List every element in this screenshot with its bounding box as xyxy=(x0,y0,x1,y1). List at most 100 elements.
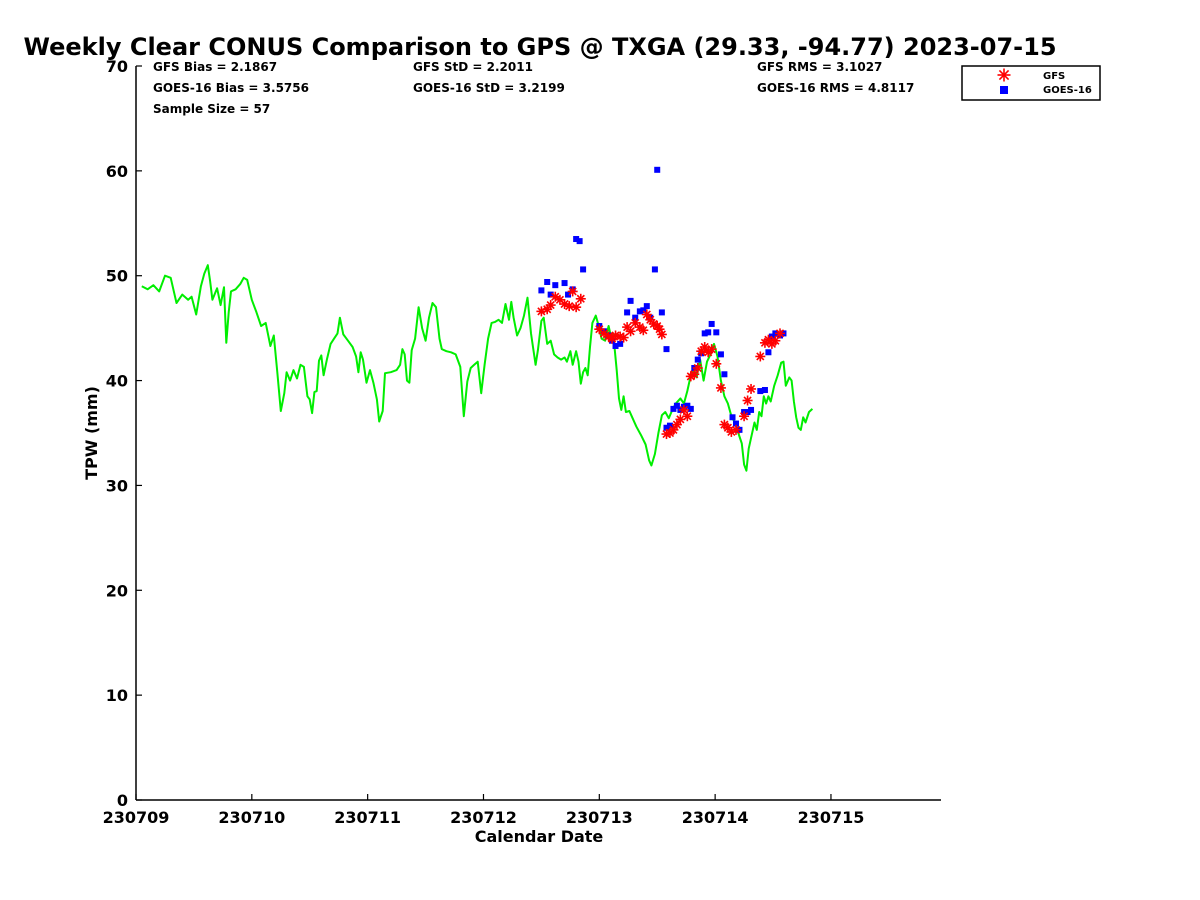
goes16-point xyxy=(643,303,650,310)
gfs-point xyxy=(715,382,726,393)
goes16-point xyxy=(684,402,691,409)
gfs-point xyxy=(682,411,693,422)
legend-gfs-asterisk xyxy=(997,68,1011,82)
goes16-point xyxy=(624,309,631,316)
goes16-point xyxy=(617,340,624,347)
gfs-point xyxy=(564,301,575,312)
legend: GFS GOES-16 xyxy=(961,65,1101,101)
x-tick-label: 230709 xyxy=(103,808,170,827)
legend-gfs-marker xyxy=(997,68,1011,82)
gfs-point xyxy=(668,424,679,435)
goes16-point xyxy=(694,356,701,363)
gfs-point xyxy=(618,332,629,343)
y-tick-label: 0 xyxy=(117,791,128,810)
x-tick-label: 230714 xyxy=(682,808,749,827)
gfs-rms-stat: GFS RMS = 3.1027 xyxy=(757,60,882,74)
goes16-point xyxy=(561,280,568,287)
goes16-point xyxy=(744,409,751,416)
y-tick-label: 20 xyxy=(106,581,128,600)
goes16-point xyxy=(666,422,673,429)
goes16-point xyxy=(658,309,665,316)
y-tick-label: 30 xyxy=(106,476,128,495)
gfs-point xyxy=(678,404,689,415)
goes16-point xyxy=(732,420,739,427)
legend-goes-marker xyxy=(1000,86,1008,94)
gfs-point xyxy=(730,424,741,435)
legend-gfs-label: GFS xyxy=(1043,71,1065,82)
gfs-std-stat: GFS StD = 2.2011 xyxy=(413,60,533,74)
gfs-point xyxy=(571,302,582,313)
goes16-point xyxy=(580,266,587,273)
gfs-point xyxy=(545,300,556,311)
goes16-point xyxy=(612,342,619,349)
gfs-point xyxy=(567,286,578,297)
goes16-point xyxy=(670,405,677,412)
goes16-point xyxy=(721,371,728,378)
goes16-point xyxy=(673,402,680,409)
goes16-point xyxy=(651,266,658,273)
goes16-point xyxy=(705,329,712,336)
gfs-point xyxy=(641,309,652,320)
x-tick-label: 230711 xyxy=(334,808,401,827)
goes16-point xyxy=(663,346,670,353)
goes16-point xyxy=(627,297,634,304)
gfs-point xyxy=(671,419,682,430)
goes16-point xyxy=(701,330,708,337)
goes16-point xyxy=(552,282,559,289)
gfs-point xyxy=(706,344,717,355)
goes16-point xyxy=(538,287,545,294)
goes16-point xyxy=(761,387,768,394)
axis-ticks: 0 10 20 30 40 50 60 70 230709 230710 230711 230712 2… xyxy=(103,57,865,827)
goes16-point xyxy=(687,405,694,412)
goes16-point xyxy=(717,351,724,358)
plot-area xyxy=(141,166,814,472)
y-tick-label: 10 xyxy=(106,686,128,705)
goes16-point xyxy=(573,236,580,243)
chart-title: Weekly Clear CONUS Comparison to GPS @ T… xyxy=(23,33,1056,61)
gfs-point xyxy=(638,325,649,336)
goes16-point xyxy=(636,308,643,315)
sample-size-stat: Sample Size = 57 xyxy=(153,102,270,116)
x-tick-label: 230713 xyxy=(566,808,633,827)
x-tick-label: 230710 xyxy=(218,808,285,827)
gfs-bias-stat: GFS Bias = 2.1867 xyxy=(153,60,277,74)
y-tick-label: 50 xyxy=(106,267,128,286)
gfs-point xyxy=(625,326,636,337)
goes16-point xyxy=(729,414,736,421)
goes-bias-stat: GOES-16 Bias = 3.5756 xyxy=(153,81,309,95)
legend-box xyxy=(961,65,1101,101)
legend-goes-label: GOES-16 xyxy=(1043,85,1092,96)
goes-std-stat: GOES-16 StD = 3.2199 xyxy=(413,81,565,95)
x-axis-label: Calendar Date xyxy=(475,827,604,846)
goes16-point xyxy=(640,307,647,314)
goes16-point xyxy=(663,424,670,431)
goes16-point xyxy=(765,349,772,356)
gps-tpw-line xyxy=(141,264,814,472)
goes16-point xyxy=(757,388,764,395)
goes16-point xyxy=(547,291,554,298)
goes16-point xyxy=(632,314,639,321)
goes16-point xyxy=(708,320,715,327)
x-tick-label: 230712 xyxy=(450,808,517,827)
gfs-point xyxy=(739,411,750,422)
x-tick-label: 230715 xyxy=(798,808,865,827)
goes16-point xyxy=(565,291,572,298)
gfs-point xyxy=(742,395,753,406)
gfs-point xyxy=(656,329,667,340)
gfs-point xyxy=(575,293,586,304)
goes-rms-stat: GOES-16 RMS = 4.8117 xyxy=(757,81,914,95)
gfs-point xyxy=(775,328,785,339)
goes16-point xyxy=(713,329,720,336)
gfs-point xyxy=(770,335,781,346)
y-tick-label: 40 xyxy=(106,372,128,391)
goes16-point xyxy=(654,166,661,173)
y-tick-label: 70 xyxy=(106,57,128,76)
y-tick-label: 60 xyxy=(106,162,128,181)
gfs-point xyxy=(755,351,766,362)
goes16-point xyxy=(576,238,583,245)
gfs-point xyxy=(746,383,757,394)
y-axis-label: TPW (mm) xyxy=(82,386,101,480)
goes16-point xyxy=(544,279,551,286)
goes16-point xyxy=(748,406,755,413)
